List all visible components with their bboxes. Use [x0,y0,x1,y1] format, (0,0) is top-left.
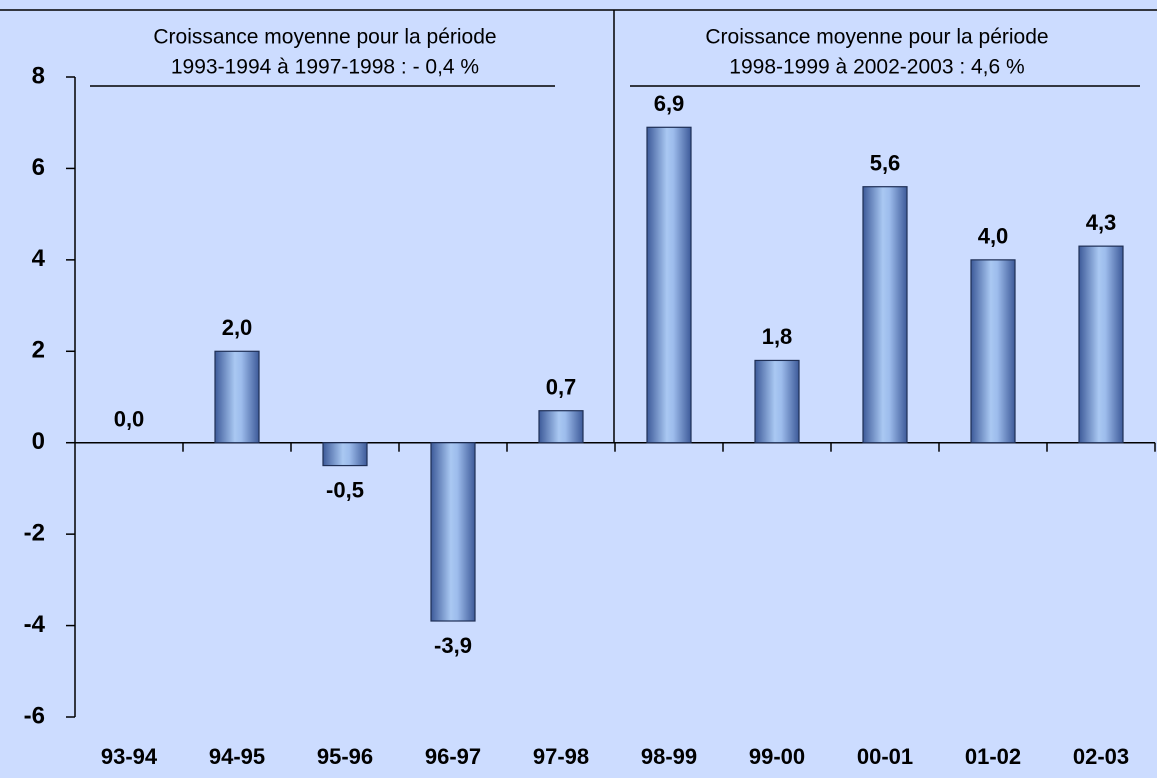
x-tick-label: 93-94 [101,744,158,769]
bar [754,359,800,444]
value-label: 1,8 [762,324,793,349]
value-label: 4,0 [978,224,1009,249]
x-tick-label: 98-99 [641,744,697,769]
value-label: 0,0 [114,407,145,432]
bar [970,259,1016,444]
bar [430,442,476,622]
y-tick-label: 0 [32,428,45,455]
x-tick-label: 00-01 [857,744,913,769]
x-tick-label: 97-98 [533,744,589,769]
annotation: 1998-1999 à 2002-2003 : 4,6 % [729,56,1024,79]
value-label: -3,9 [434,633,472,658]
y-tick-label: -6 [24,702,45,729]
value-label: 6,9 [654,91,685,116]
annotation: Croissance moyenne pour la période [153,26,496,49]
annotation: Croissance moyenne pour la période [705,26,1048,49]
x-tick-label: 94-95 [209,744,265,769]
bar [646,126,692,444]
annotation: 1993-1994 à 1997-1998 : - 0,4 % [171,56,479,79]
bar [1078,245,1124,444]
x-tick-label: 96-97 [425,744,481,769]
value-label: -0,5 [326,477,364,502]
value-label: 2,0 [222,315,253,340]
value-label: 0,7 [546,375,577,400]
bar [214,350,260,444]
y-tick-label: 6 [32,154,45,181]
x-tick-label: 02-03 [1073,744,1129,769]
value-label: 4,3 [1086,210,1117,235]
y-tick-label: -4 [24,611,46,638]
y-tick-label: 8 [32,62,45,89]
x-tick-label: 95-96 [317,744,373,769]
bar [322,442,368,467]
y-tick-label: 4 [32,245,46,272]
x-tick-label: 01-02 [965,744,1021,769]
bar [538,410,584,444]
bar [862,186,908,444]
x-tick-label: 99-00 [749,744,805,769]
y-tick-label: 2 [32,337,45,364]
y-tick-label: -2 [24,519,45,546]
value-label: 5,6 [870,151,901,176]
